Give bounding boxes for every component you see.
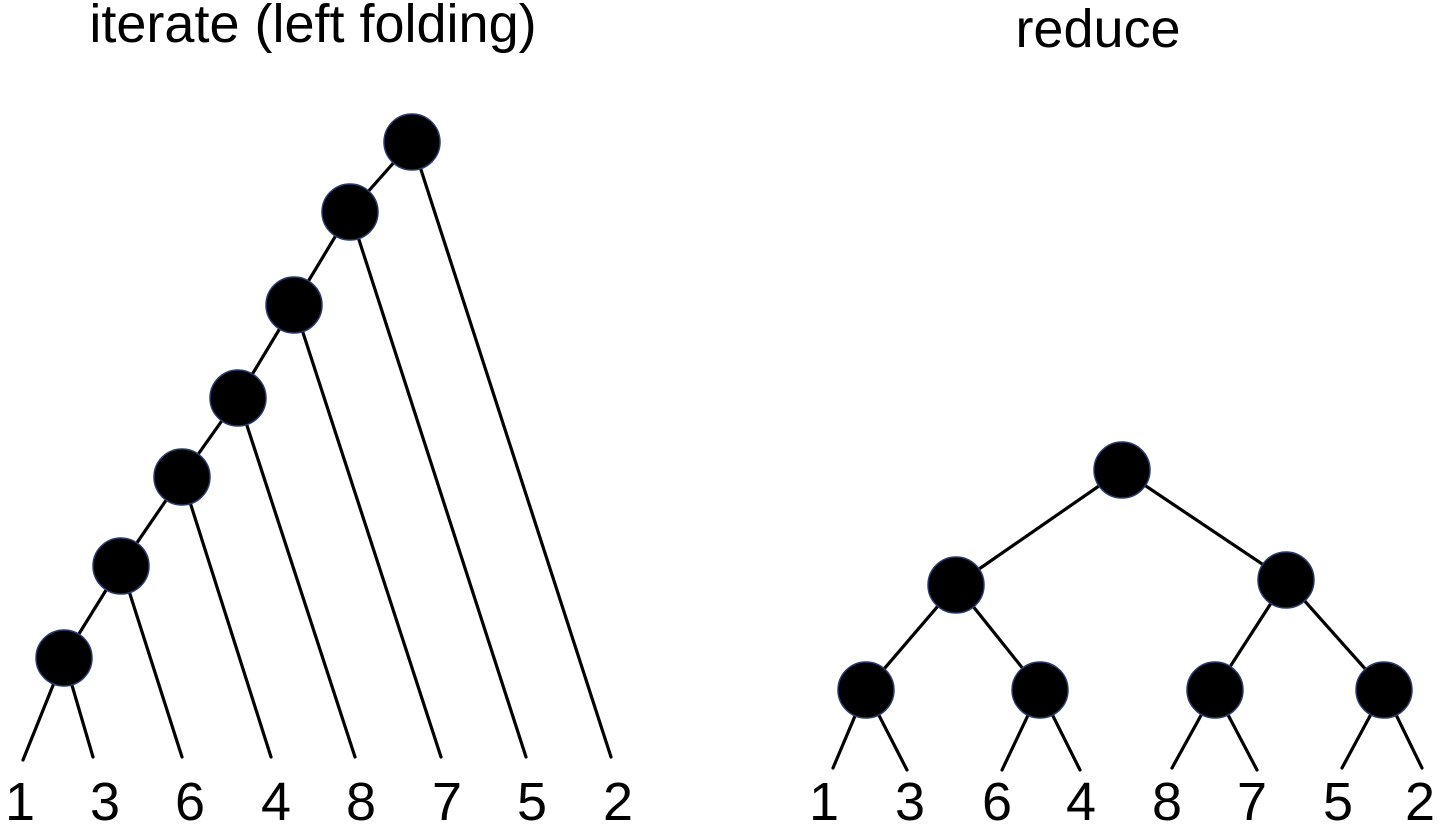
iterate-node xyxy=(153,448,211,506)
iterate-node xyxy=(209,369,267,427)
reduce-node xyxy=(837,661,895,719)
reduce-edge xyxy=(1120,468,1288,582)
iterate-node xyxy=(92,537,150,595)
reduce-leaf-label: 6 xyxy=(982,772,1012,832)
reduce-leaf-label: 4 xyxy=(1066,772,1096,832)
iterate-leaf-edge xyxy=(348,210,528,759)
reduce-node xyxy=(1186,661,1244,719)
reduce-node xyxy=(927,556,985,614)
iterate-leaf-edge xyxy=(180,475,273,759)
reduce-nodes xyxy=(837,441,1413,719)
iterate-leaf-label: 6 xyxy=(175,772,205,832)
iterate-leaf-label: 4 xyxy=(261,772,291,832)
iterate-leaf-edge xyxy=(119,564,184,759)
reduce-leaf-label: 8 xyxy=(1152,772,1182,832)
reduce-edge xyxy=(954,468,1124,587)
iterate-leaf-edge xyxy=(410,140,613,759)
iterate-leaf-label: 8 xyxy=(346,772,376,832)
reduce-leaf-label: 7 xyxy=(1237,772,1267,832)
iterate-leaf-label: 2 xyxy=(603,772,633,832)
reduce-title: reduce xyxy=(1015,0,1180,59)
iterate-leaf-label: 1 xyxy=(5,772,35,832)
iterate-nodes xyxy=(35,113,441,687)
reduce-leaf-label: 5 xyxy=(1323,772,1353,832)
reduce-node xyxy=(1355,661,1413,719)
iterate-leaf-label: 5 xyxy=(517,772,547,832)
iterate-node xyxy=(35,629,93,687)
reduce-edges xyxy=(831,468,1424,772)
iterate-panel: iterate (left folding) xyxy=(5,0,633,832)
iterate-title: iterate (left folding) xyxy=(89,0,536,54)
iterate-node xyxy=(265,276,323,334)
iterate-leaves: 1 3 6 4 8 7 5 2 xyxy=(5,772,633,832)
iterate-leaf-edge xyxy=(236,396,357,759)
reduce-root-node xyxy=(1093,441,1151,499)
reduce-leaves: 1 3 6 4 8 7 5 2 xyxy=(809,772,1435,832)
iterate-leaf-edge xyxy=(292,303,443,759)
reduce-leaf-label: 2 xyxy=(1405,772,1435,832)
reduce-node xyxy=(1257,551,1315,609)
reduce-node xyxy=(1011,661,1069,719)
iterate-edges xyxy=(21,140,613,762)
reduce-leaf-label: 1 xyxy=(809,772,839,832)
reduce-leaf-label: 3 xyxy=(895,772,925,832)
iterate-node xyxy=(321,183,379,241)
reduce-panel: reduce xyxy=(809,0,1435,832)
iterate-node xyxy=(383,113,441,171)
iterate-leaf-label: 7 xyxy=(432,772,462,832)
iterate-leaf-label: 3 xyxy=(90,772,120,832)
